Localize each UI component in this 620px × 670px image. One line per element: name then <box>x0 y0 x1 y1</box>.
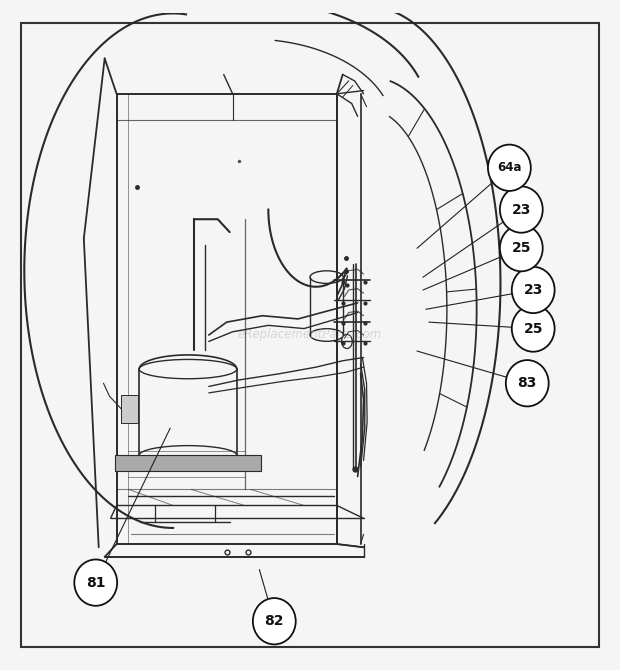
Text: 81: 81 <box>86 576 105 590</box>
Circle shape <box>506 360 549 407</box>
Text: 64a: 64a <box>497 161 521 174</box>
Bar <box>122 395 138 423</box>
Text: eReplacementParts.com: eReplacementParts.com <box>238 328 382 342</box>
Circle shape <box>74 559 117 606</box>
Circle shape <box>500 186 542 232</box>
Text: 23: 23 <box>512 202 531 216</box>
Circle shape <box>512 267 555 313</box>
Circle shape <box>253 598 296 645</box>
Text: 23: 23 <box>523 283 543 297</box>
Text: 25: 25 <box>523 322 543 336</box>
Text: 82: 82 <box>265 614 284 628</box>
Circle shape <box>488 145 531 191</box>
Bar <box>115 456 261 472</box>
Text: 25: 25 <box>512 241 531 255</box>
Text: 83: 83 <box>518 377 537 390</box>
Circle shape <box>500 225 542 271</box>
Circle shape <box>512 306 555 352</box>
